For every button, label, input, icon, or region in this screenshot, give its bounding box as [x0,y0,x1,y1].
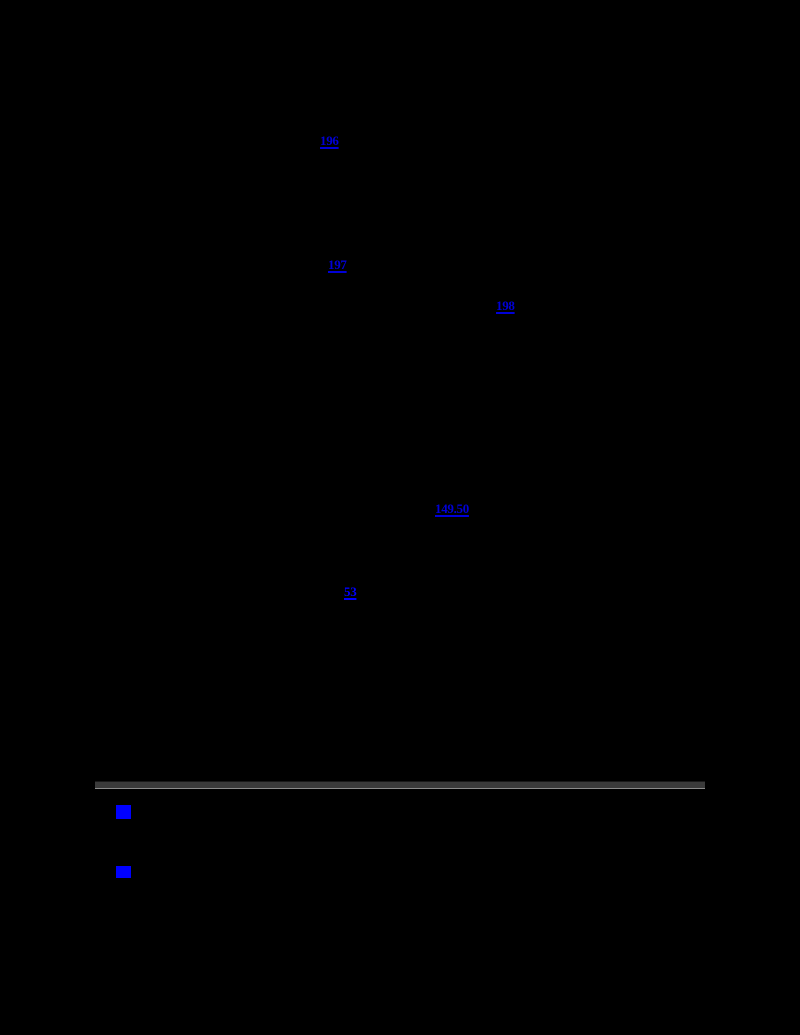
link-citation-2[interactable]: 197 [328,257,347,272]
link-citation-5[interactable]: 53 [344,584,357,599]
footnote-marker-2[interactable]: 2 [116,866,131,878]
footnote-separator [95,781,705,789]
link-citation-1[interactable]: 196 [320,133,339,148]
link-citation-4[interactable]: 149.50 [435,501,469,516]
link-citation-3[interactable]: 198 [496,298,515,313]
footnote-marker-1[interactable]: 1 [116,805,131,819]
